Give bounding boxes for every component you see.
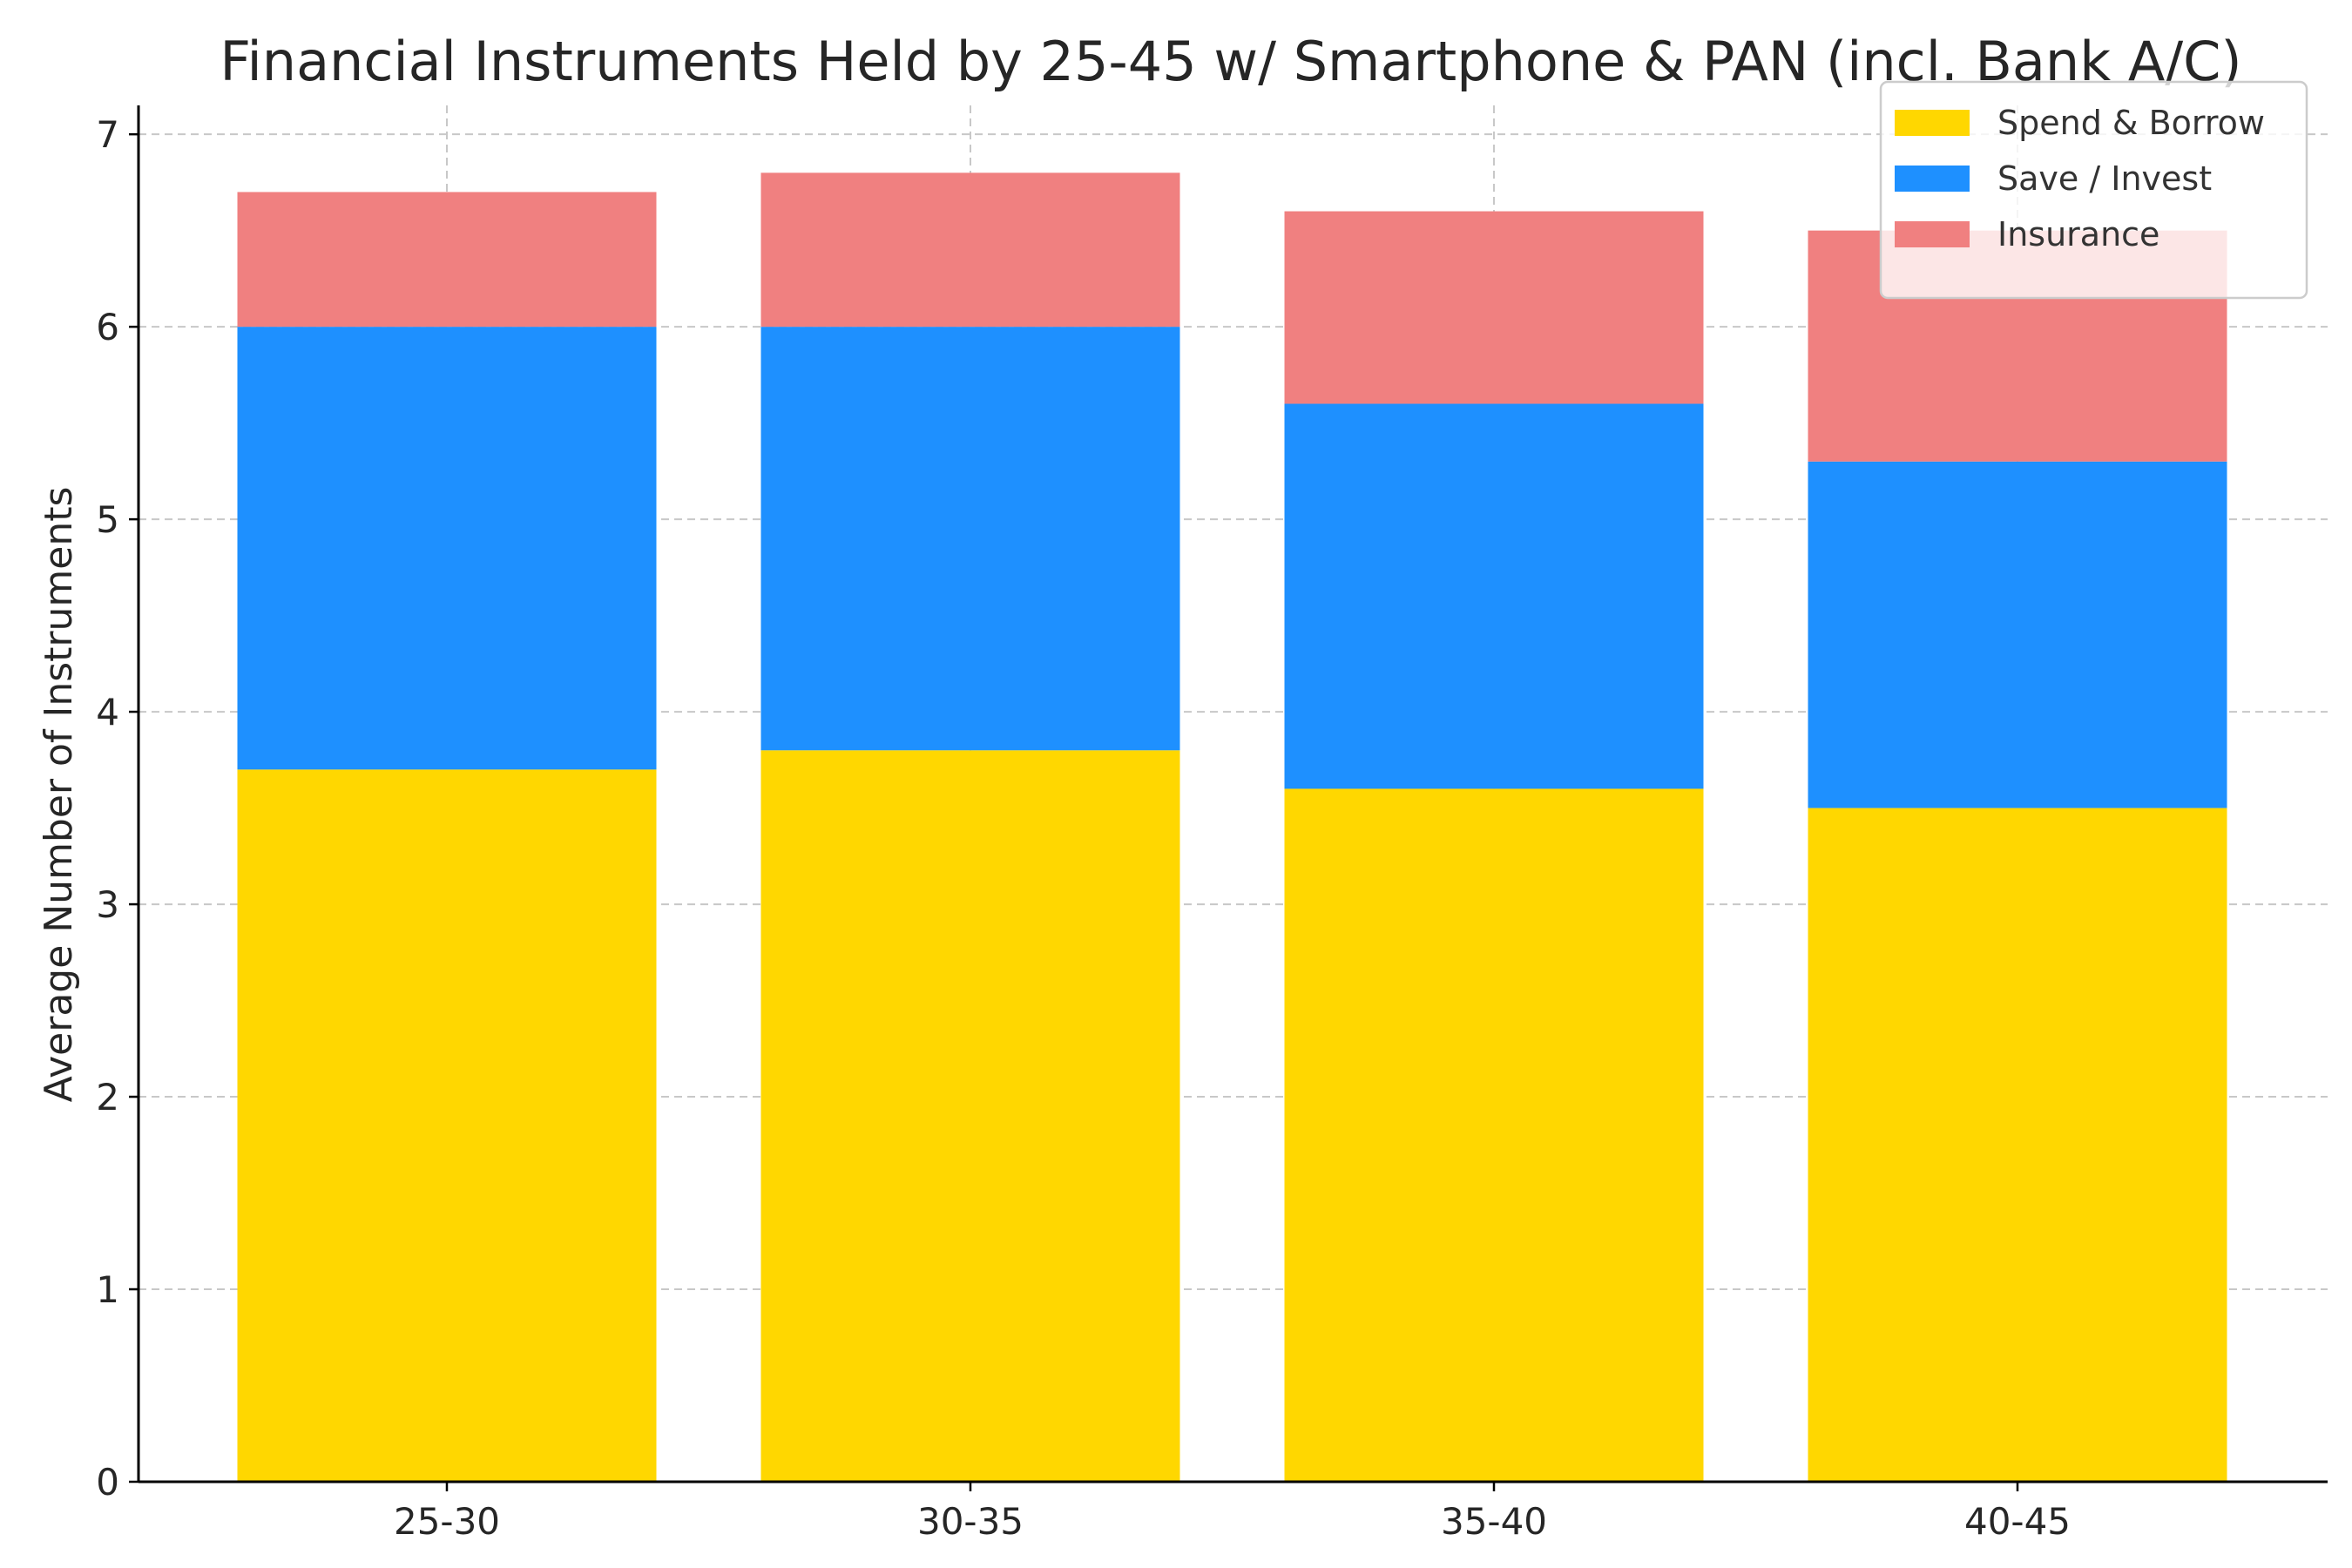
legend: Spend & Borrow Save / Invest Insurance — [1879, 80, 2308, 300]
bar-segment — [237, 327, 657, 770]
legend-entry-label: Spend & Borrow — [1997, 104, 2265, 142]
x-tick-label: 40-45 — [1964, 1500, 2071, 1543]
y-tick-label: 3 — [96, 883, 119, 926]
legend-entry-label: Insurance — [1997, 215, 2159, 253]
bars — [237, 172, 2227, 1482]
legend-swatch — [1895, 166, 1970, 192]
bar-segment — [1284, 403, 1704, 789]
bar-segment — [760, 327, 1180, 751]
legend-swatch — [1895, 221, 1970, 247]
tick-labels: 0 1 2 3 4 5 6 7 25-30 30-35 35-40 40-45 — [96, 113, 2071, 1543]
bar-segment — [1808, 808, 2227, 1482]
axes — [137, 105, 2328, 1484]
y-tick-label: 5 — [96, 498, 119, 541]
legend-frame — [1879, 80, 2308, 300]
y-tick-label: 1 — [96, 1268, 119, 1311]
bar-segment — [760, 750, 1180, 1482]
x-tick-label: 35-40 — [1441, 1500, 1547, 1543]
bar-segment — [1808, 461, 2227, 808]
y-tick-label: 2 — [96, 1076, 119, 1119]
bar-segment — [237, 769, 657, 1482]
legend-swatch — [1895, 110, 1970, 136]
x-tick-label: 25-30 — [394, 1500, 500, 1543]
legend-entry-label: Save / Invest — [1997, 159, 2212, 198]
y-axis-label: Average Number of Instruments — [37, 487, 81, 1103]
y-tick-label: 6 — [96, 306, 119, 348]
y-tick-label: 4 — [96, 691, 119, 733]
bar-segment — [237, 192, 657, 328]
y-tick-label: 0 — [96, 1461, 119, 1504]
x-tick-label: 30-35 — [917, 1500, 1024, 1543]
bar-segment — [1284, 788, 1704, 1482]
bar-segment — [1284, 211, 1704, 404]
y-tick-label: 7 — [96, 113, 119, 156]
bar-segment — [760, 172, 1180, 328]
